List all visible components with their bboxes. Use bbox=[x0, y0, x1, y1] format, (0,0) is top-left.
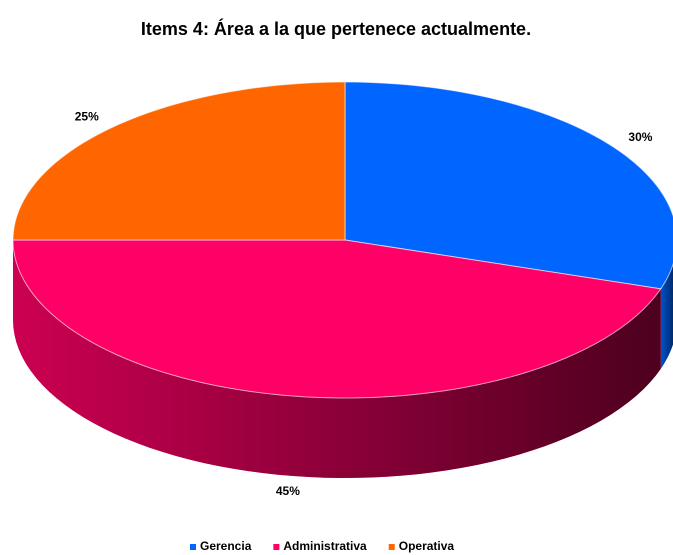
legend-label: Operativa bbox=[399, 539, 455, 553]
data-label: 30% bbox=[628, 130, 652, 144]
slice bbox=[12, 81, 346, 241]
slice bbox=[12, 239, 662, 399]
legend-swatch bbox=[190, 544, 196, 550]
legend-label: Gerencia bbox=[200, 539, 252, 553]
slice-shade bbox=[660, 264, 673, 369]
slice-shade bbox=[13, 240, 661, 478]
data-label: 45% bbox=[276, 484, 300, 498]
slice bbox=[344, 81, 673, 290]
legend-swatch bbox=[273, 544, 280, 550]
legend-label: Administrativa bbox=[283, 539, 367, 553]
legend-swatch bbox=[388, 544, 395, 550]
chart-title: Items 4: Área a la que pertenece actualm… bbox=[141, 18, 531, 39]
data-label: 25% bbox=[75, 109, 99, 123]
